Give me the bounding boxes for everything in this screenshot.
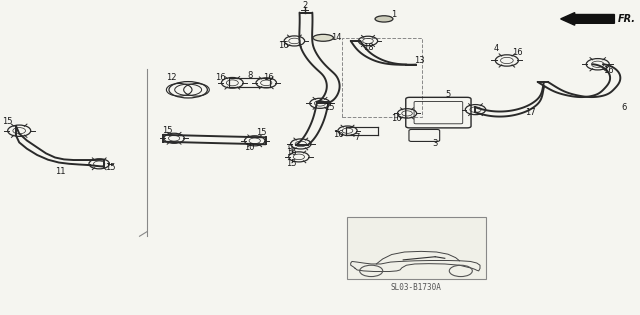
- Text: 9: 9: [287, 144, 292, 152]
- Text: 17: 17: [525, 108, 535, 117]
- Text: FR.: FR.: [618, 14, 636, 24]
- Text: 12: 12: [166, 73, 177, 82]
- Text: 15: 15: [324, 103, 335, 112]
- Text: 6: 6: [621, 103, 627, 112]
- Text: 4: 4: [493, 44, 499, 53]
- Text: 3: 3: [433, 139, 438, 148]
- Text: 1: 1: [391, 10, 396, 19]
- Text: 14: 14: [331, 33, 341, 42]
- Bar: [342, 38, 422, 117]
- Text: 16: 16: [603, 66, 613, 75]
- Text: 7: 7: [355, 133, 360, 141]
- Ellipse shape: [313, 34, 333, 41]
- Text: 16: 16: [333, 130, 343, 139]
- Bar: [347, 217, 486, 279]
- Text: 15: 15: [163, 126, 173, 135]
- Text: 10: 10: [244, 143, 255, 152]
- Text: 15: 15: [105, 163, 115, 172]
- Text: 8: 8: [247, 71, 252, 80]
- Text: 15: 15: [256, 129, 266, 137]
- Text: 13: 13: [414, 56, 424, 65]
- Text: 15: 15: [286, 159, 296, 168]
- Text: 16: 16: [216, 73, 226, 82]
- Text: 15: 15: [3, 117, 13, 126]
- Text: 5: 5: [445, 90, 451, 99]
- Text: SL03-B1730A: SL03-B1730A: [390, 284, 442, 293]
- Text: 16: 16: [392, 114, 402, 123]
- FancyArrow shape: [561, 13, 614, 25]
- Text: 16: 16: [286, 148, 296, 157]
- Ellipse shape: [375, 16, 393, 22]
- Text: 11: 11: [56, 167, 66, 176]
- Text: 2: 2: [302, 1, 307, 10]
- Text: 16: 16: [264, 73, 274, 82]
- Text: 16: 16: [278, 41, 289, 50]
- Text: 16: 16: [512, 49, 522, 57]
- Text: 18: 18: [363, 43, 373, 52]
